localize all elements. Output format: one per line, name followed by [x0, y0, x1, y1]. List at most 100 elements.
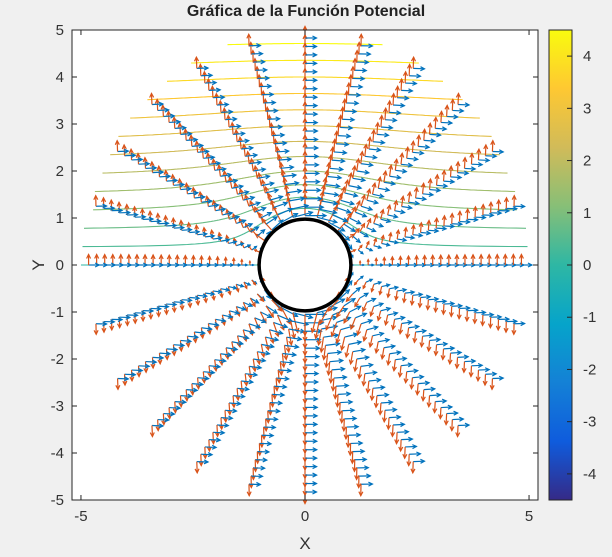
velocity-arrow — [443, 179, 456, 185]
velocity-arrow — [335, 141, 350, 147]
velocity-arrow — [273, 201, 289, 209]
velocity-arrow — [436, 298, 448, 305]
gradient-arrow — [376, 310, 382, 322]
velocity-arrow — [260, 311, 273, 318]
gradient-arrow — [343, 427, 349, 441]
gradient-arrow — [403, 226, 409, 237]
gradient-arrow — [325, 314, 334, 331]
velocity-arrow — [365, 278, 374, 283]
gradient-arrow — [335, 329, 342, 345]
gradient-arrow — [219, 288, 224, 299]
velocity-arrow — [197, 293, 209, 299]
gradient-arrow — [475, 370, 481, 383]
velocity-arrow — [166, 301, 178, 307]
velocity-arrow — [413, 458, 426, 464]
gradient-arrow — [354, 199, 361, 213]
velocity-arrow — [229, 123, 242, 129]
velocity-arrow — [378, 337, 391, 343]
gradient-arrow — [200, 145, 206, 159]
velocity-arrow — [383, 180, 397, 186]
gradient-arrow — [378, 114, 385, 128]
gradient-arrow — [343, 311, 351, 325]
velocity-arrow — [464, 166, 477, 172]
gradient-arrow — [482, 374, 488, 387]
gradient-arrow — [93, 323, 99, 336]
velocity-arrow — [261, 181, 276, 187]
gradient-arrow — [310, 312, 318, 334]
velocity-arrow — [429, 337, 442, 343]
velocity-arrow — [356, 465, 370, 471]
velocity-arrow — [229, 215, 241, 221]
velocity-arrow — [440, 404, 454, 410]
velocity-arrow — [305, 60, 318, 66]
velocity-arrow — [404, 290, 416, 295]
velocity-arrow — [358, 51, 372, 57]
velocity-arrow — [174, 399, 188, 405]
velocity-arrow — [393, 422, 406, 428]
velocity-arrow — [366, 227, 377, 233]
gradient-arrow — [319, 307, 330, 325]
velocity-arrow — [359, 231, 370, 238]
velocity-arrow — [383, 344, 397, 350]
velocity-arrow — [343, 223, 357, 233]
velocity-arrow — [181, 227, 193, 233]
velocity-arrow — [200, 452, 214, 458]
velocity-arrow — [229, 401, 242, 407]
velocity-arrow — [440, 120, 454, 126]
gradient-arrow — [247, 366, 253, 380]
velocity-arrow — [418, 380, 431, 386]
y-tick-label: -1 — [51, 304, 64, 321]
gradient-arrow — [398, 255, 403, 265]
velocity-arrow — [248, 481, 262, 487]
velocity-arrow — [406, 368, 420, 374]
velocity-arrow — [457, 170, 470, 176]
velocity-arrow — [157, 107, 171, 113]
gradient-arrow — [357, 366, 363, 380]
velocity-arrow — [408, 324, 421, 330]
velocity-arrow — [305, 447, 319, 453]
gradient-arrow — [157, 353, 163, 366]
velocity-arrow — [111, 207, 124, 213]
gradient-arrow — [370, 284, 375, 293]
velocity-arrow — [261, 91, 275, 98]
velocity-arrow — [305, 413, 319, 419]
velocity-arrow — [349, 305, 362, 313]
gradient-arrow — [215, 255, 220, 265]
velocity-arrow — [305, 489, 318, 495]
velocity-arrow — [138, 363, 151, 369]
velocity-arrow — [265, 108, 279, 114]
velocity-arrow — [406, 156, 420, 162]
velocity-arrow — [194, 330, 207, 336]
velocity-arrow — [138, 161, 151, 167]
gradient-arrow — [356, 323, 362, 337]
gradient-arrow — [194, 461, 200, 475]
velocity-arrow — [265, 336, 280, 342]
gradient-arrow — [472, 205, 478, 218]
velocity-arrow — [384, 117, 398, 123]
velocity-arrow — [349, 217, 362, 225]
gradient-arrow — [369, 306, 375, 318]
velocity-arrow — [216, 422, 230, 428]
velocity-arrow — [169, 405, 182, 411]
y-tick-label: 1 — [56, 210, 64, 227]
gradient-arrow — [193, 55, 200, 69]
velocity-arrow — [203, 369, 216, 375]
velocity-arrow — [323, 191, 340, 197]
velocity-arrow — [288, 196, 306, 202]
velocity-arrow — [338, 391, 352, 397]
velocity-arrow — [360, 362, 375, 368]
velocity-arrow — [305, 311, 328, 317]
velocity-arrow — [373, 280, 383, 285]
velocity-arrow — [229, 309, 241, 315]
gradient-arrow — [438, 253, 444, 265]
velocity-arrow — [249, 160, 263, 166]
colorbar-tick-label: -1 — [583, 309, 596, 326]
gradient-arrow — [357, 244, 363, 251]
velocity-arrow — [450, 350, 463, 356]
gradient-arrow — [406, 454, 412, 467]
gradient-arrow — [380, 347, 386, 361]
gradient-arrow — [199, 254, 204, 265]
velocity-arrow — [236, 306, 247, 311]
velocity-arrow — [418, 144, 431, 150]
velocity-arrow — [376, 263, 385, 267]
